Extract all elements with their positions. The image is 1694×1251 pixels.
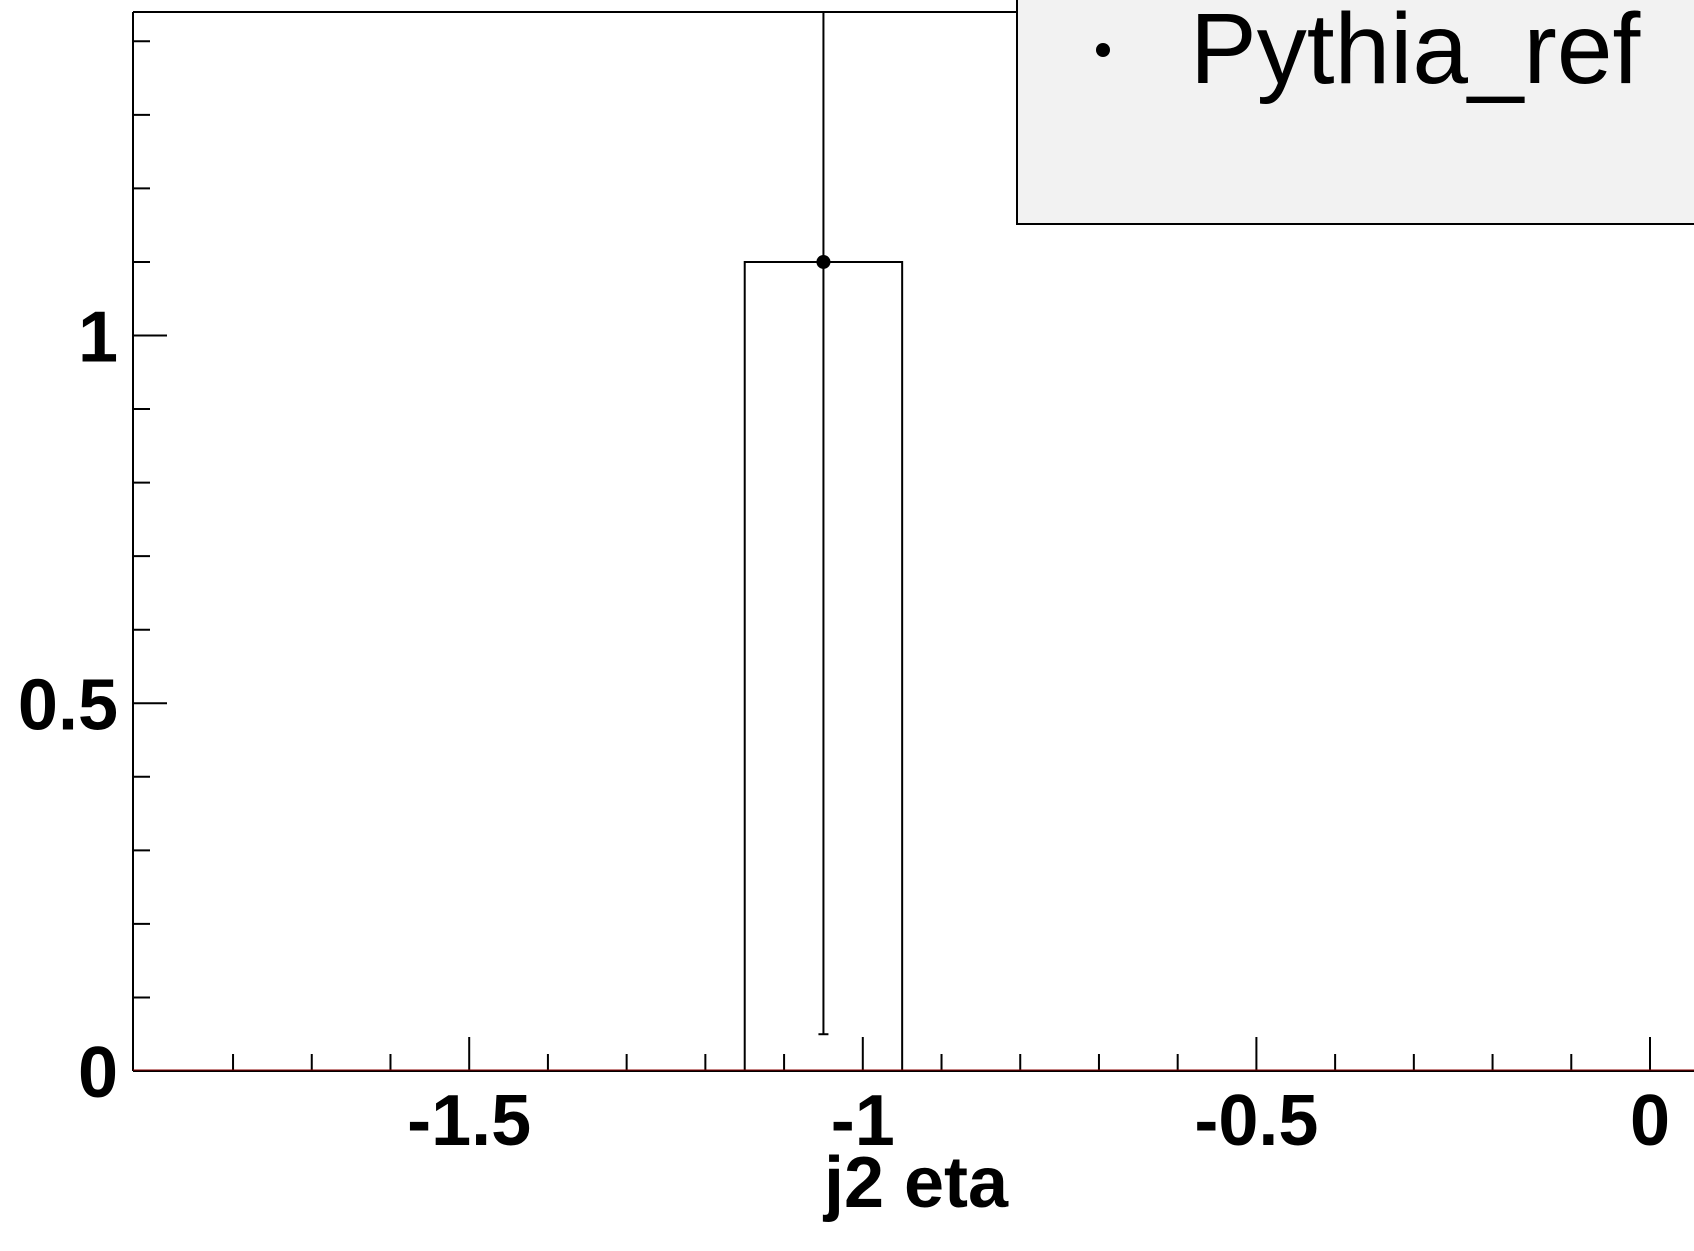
y-tick-label: 0 <box>78 1033 118 1113</box>
legend-marker-dot-icon <box>1096 43 1110 57</box>
y-axis-ticks <box>133 40 167 1072</box>
data-points <box>816 12 831 1036</box>
x-axis-title: j2 eta <box>822 1143 1009 1223</box>
legend-box <box>1016 0 1694 225</box>
x-tick-label: -1.5 <box>407 1081 531 1161</box>
y-tick-label: 0.5 <box>18 665 118 745</box>
y-axis-tick-labels: 00.51 <box>18 298 118 1114</box>
y-tick-label: 1 <box>78 298 118 378</box>
x-tick-label: -0.5 <box>1194 1081 1318 1161</box>
x-tick-label: -1 <box>831 1081 895 1161</box>
data-point <box>816 254 831 269</box>
legend: Pythia_ref <box>1016 0 1694 225</box>
legend-label: Pythia_ref <box>1190 0 1640 105</box>
x-axis-tick-labels: -1.5 -1 -0.5 0 <box>407 1081 1670 1161</box>
x-tick-label: 0 <box>1630 1081 1670 1161</box>
histogram <box>133 260 1694 1071</box>
x-axis-ticks <box>232 1037 1651 1071</box>
